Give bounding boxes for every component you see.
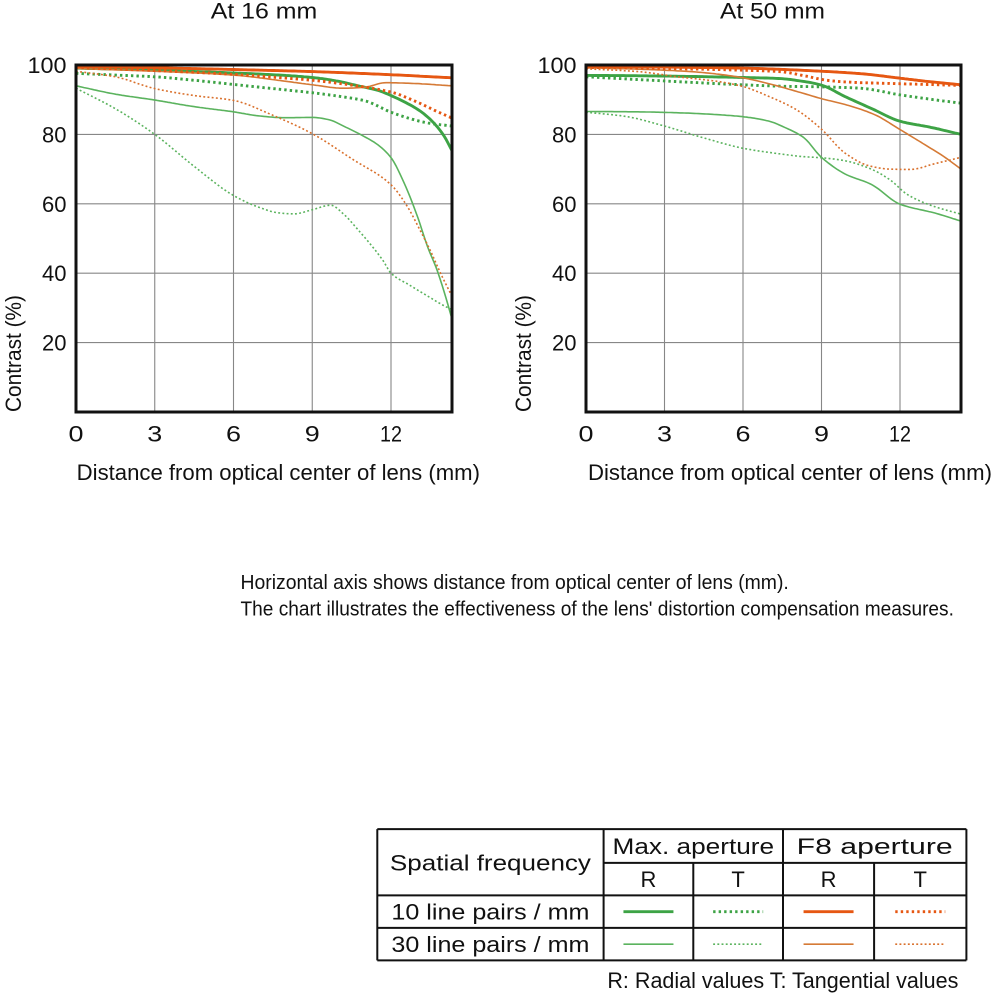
svg-text:6: 6 <box>226 421 241 446</box>
svg-text:Distance from optical center o: Distance from optical center of lens (mm… <box>588 460 992 485</box>
svg-text:80: 80 <box>42 122 66 147</box>
svg-text:0: 0 <box>579 421 594 446</box>
svg-text:The chart illustrates the effe: The chart illustrates the effectiveness … <box>241 598 954 620</box>
svg-text:Distance from optical center o: Distance from optical center of lens (mm… <box>77 460 480 485</box>
svg-text:6: 6 <box>736 421 751 446</box>
svg-text:Max. aperture: Max. aperture <box>613 834 775 859</box>
svg-text:60: 60 <box>42 192 66 217</box>
svg-text:20: 20 <box>42 331 66 356</box>
svg-text:100: 100 <box>28 53 67 78</box>
svg-text:Contrast (%): Contrast (%) <box>1 295 26 412</box>
svg-text:40: 40 <box>42 261 66 286</box>
svg-text:R: R <box>821 867 837 892</box>
svg-text:9: 9 <box>814 421 829 446</box>
svg-text:Spatial frequency: Spatial frequency <box>390 850 591 875</box>
svg-text:40: 40 <box>552 261 576 286</box>
svg-text:12: 12 <box>889 421 911 446</box>
svg-text:12: 12 <box>380 421 402 446</box>
svg-text:100: 100 <box>538 53 577 78</box>
svg-text:10 line pairs / mm: 10 line pairs / mm <box>391 900 589 925</box>
svg-text:0: 0 <box>69 421 84 446</box>
svg-text:T: T <box>731 867 744 892</box>
svg-text:At 50 mm: At 50 mm <box>720 0 825 23</box>
svg-text:Contrast (%): Contrast (%) <box>511 295 536 412</box>
svg-text:R: R <box>641 867 657 892</box>
svg-text:3: 3 <box>147 421 162 446</box>
svg-text:R: Radial values T: Tangentia: R: Radial values T: Tangential values <box>607 968 958 993</box>
svg-text:3: 3 <box>657 421 672 446</box>
svg-text:20: 20 <box>552 331 576 356</box>
svg-text:At 16 mm: At 16 mm <box>211 0 318 23</box>
svg-text:9: 9 <box>305 421 320 446</box>
svg-text:30 line pairs / mm: 30 line pairs / mm <box>391 932 589 957</box>
svg-text:80: 80 <box>552 122 576 147</box>
svg-text:Horizontal axis shows distance: Horizontal axis shows distance from opti… <box>241 572 789 594</box>
svg-text:F8 aperture: F8 aperture <box>797 834 953 859</box>
svg-text:60: 60 <box>552 192 576 217</box>
svg-text:T: T <box>914 867 927 892</box>
